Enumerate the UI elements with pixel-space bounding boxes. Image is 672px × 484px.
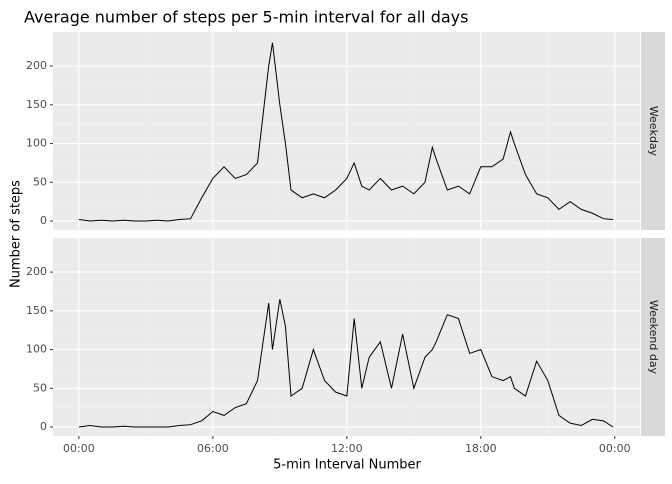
y-tick-label: 0 <box>40 214 47 227</box>
x-tick-label: 00:00 <box>63 442 95 455</box>
y-axis-label: Number of steps <box>9 180 24 288</box>
y-tick-label: 200 <box>26 265 47 278</box>
y-tick-label: 150 <box>26 98 47 111</box>
x-tick-label: 00:00 <box>599 442 631 455</box>
x-tick-label: 18:00 <box>465 442 497 455</box>
y-tick-label: 100 <box>26 343 47 356</box>
x-tick-label: 12:00 <box>331 442 363 455</box>
y-tick-label: 50 <box>33 175 47 188</box>
line <box>78 299 614 428</box>
strip-label: Weekday <box>647 106 660 157</box>
y-tick-label: 100 <box>26 137 47 150</box>
strip-label: Weekend day <box>647 300 660 375</box>
chart-title: Average number of steps per 5-min interv… <box>24 8 468 27</box>
x-tick-label: 06:00 <box>197 442 229 455</box>
y-tick-label: 0 <box>40 420 47 433</box>
y-tick-label: 50 <box>33 381 47 394</box>
strip-background <box>641 32 665 230</box>
line <box>78 42 614 222</box>
y-tick-label: 200 <box>26 59 47 72</box>
y-tick-label: 150 <box>26 304 47 317</box>
strip-background <box>641 238 665 436</box>
x-axis-label: 5-min Interval Number <box>273 458 421 473</box>
